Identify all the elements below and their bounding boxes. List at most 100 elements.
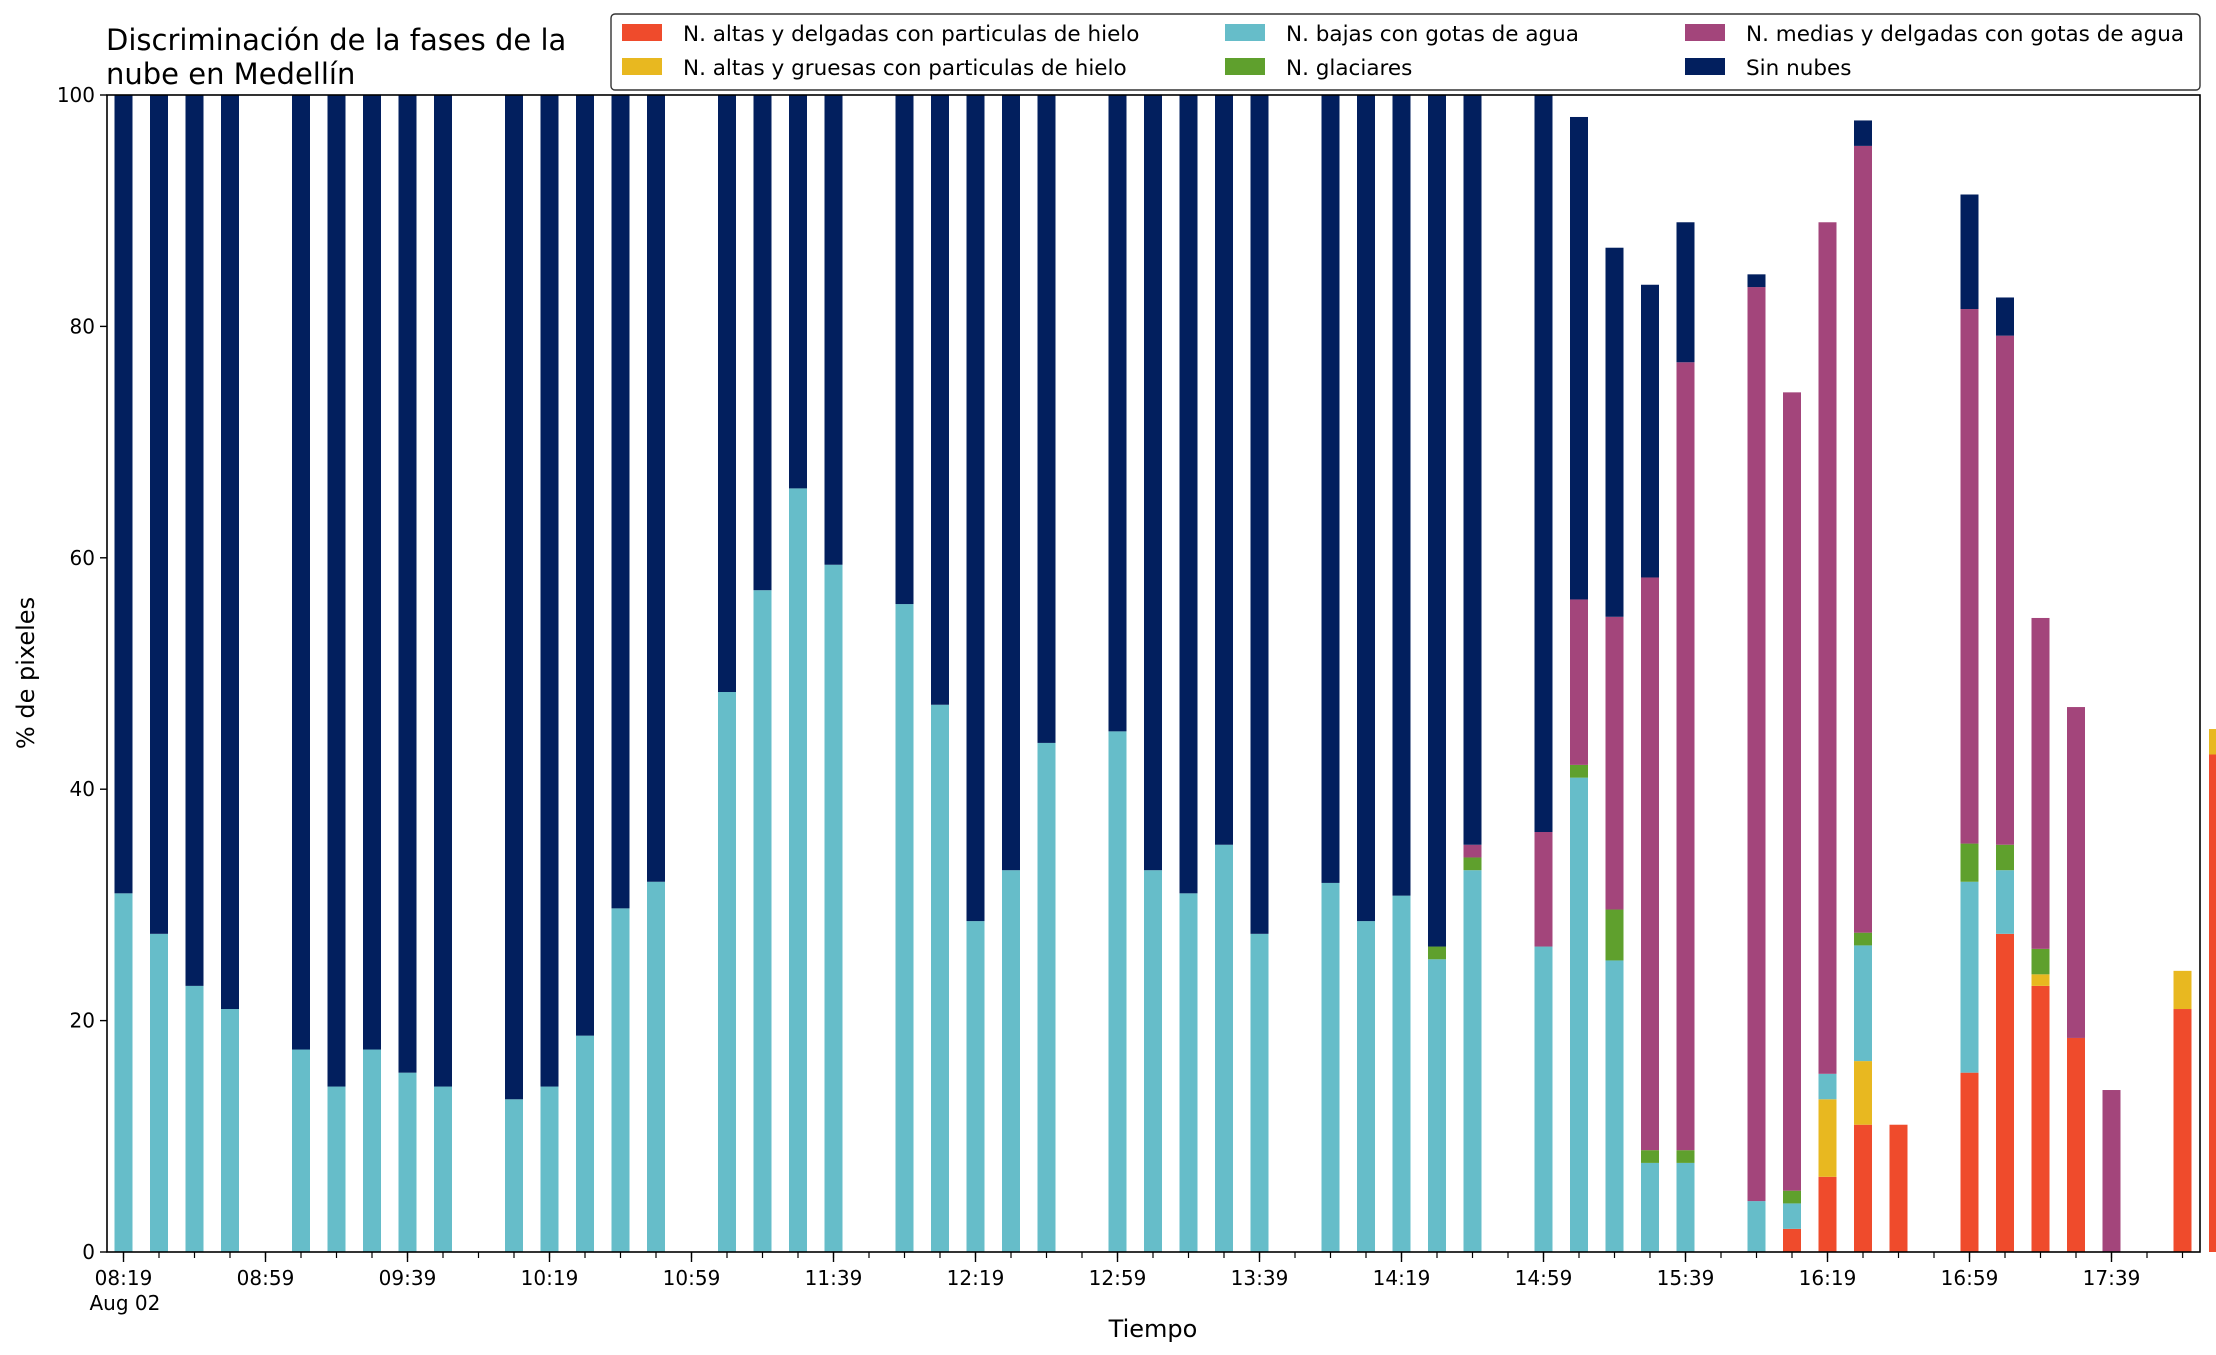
x-tick-label: 12:19 (947, 1266, 1005, 1290)
bar-segment-medias_agua (1570, 599, 1588, 765)
bar-segment-hielo_delgadas (2173, 1009, 2192, 1252)
bar-segment-medias_agua (1747, 287, 1766, 1202)
bar-segment-sin_nubes (1605, 247, 1624, 617)
bar-segment-bajas_agua (718, 692, 736, 1252)
bar-segment-sin_nubes (1676, 222, 1695, 363)
bar-segment-medias_agua (1605, 616, 1624, 910)
bar-segment-medias_agua (2102, 1090, 2121, 1252)
bar-segment-hielo_delgadas (1996, 933, 2014, 1252)
bar-segment-sin_nubes (1108, 95, 1127, 732)
y-tick-label: 20 (70, 1009, 95, 1033)
bar-segment-sin_nubes (1428, 95, 1446, 947)
x-tick-label: 14:19 (1373, 1266, 1431, 1290)
chart-title: Discriminación de la fases de la nube en … (106, 23, 566, 91)
bar-segment-bajas_agua (1215, 844, 1233, 1252)
bar-segment-bajas_agua (540, 1086, 559, 1252)
bar-segment-sin_nubes (1570, 116, 1588, 600)
bar-segment-hielo_delgadas (1818, 1176, 1837, 1252)
bar-segment-hielo_gruesas (1818, 1099, 1837, 1177)
bar-segment-bajas_agua (327, 1086, 346, 1252)
legend-swatch-glaciares (1225, 58, 1265, 75)
bar-segment-bajas_agua (185, 985, 204, 1252)
bar-segment-medias_agua (1783, 392, 1801, 1191)
legend-label-medias_agua: N. medias y delgadas con gotas de agua (1746, 22, 2184, 47)
legend-swatch-bajas_agua (1225, 24, 1265, 41)
bar-segment-sin_nubes (1392, 95, 1411, 896)
bar-segment-bajas_agua (895, 604, 914, 1252)
x-tick-label: 11:39 (805, 1266, 863, 1290)
x-tick-sublabel: Aug 02 (90, 1291, 161, 1315)
legend-swatch-hielo_gruesas (622, 58, 662, 75)
bar-segment-hielo_delgadas (2209, 754, 2216, 1252)
bar-segment-sin_nubes (1179, 95, 1198, 894)
bar-segment-hielo_delgadas (1960, 1072, 1979, 1252)
x-axis-label: Tiempo (1108, 1315, 1198, 1343)
bar-segment-bajas_agua (647, 881, 665, 1252)
bar-segment-glaciares (1641, 1150, 1659, 1163)
bar-segment-bajas_agua (505, 1099, 523, 1252)
y-tick-label: 0 (82, 1240, 95, 1264)
bar-segment-medias_agua (1641, 577, 1659, 1151)
x-tick-label: 16:19 (1799, 1266, 1857, 1290)
x-tick-label: 08:19 (95, 1266, 153, 1290)
bar-segment-bajas_agua (1854, 945, 1872, 1062)
bar-segment-bajas_agua (1392, 895, 1411, 1252)
bar-segment-sin_nubes (150, 95, 168, 934)
bar-segment-bajas_agua (363, 1049, 381, 1252)
x-tick-label: 10:19 (521, 1266, 579, 1290)
bar-segment-glaciares (1463, 857, 1482, 871)
bar-segment-sin_nubes (1144, 95, 1162, 871)
bar-segment-hielo_gruesas (2031, 974, 2050, 986)
bar-segment-medias_agua (1676, 362, 1695, 1151)
bar-segment-sin_nubes (789, 95, 807, 489)
legend-label-hielo_gruesas: N. altas y gruesas con particulas de hie… (683, 56, 1127, 81)
bar-segment-glaciares (2031, 948, 2050, 975)
bar-segment-sin_nubes (1854, 120, 1872, 146)
bar-segment-bajas_agua (1534, 946, 1553, 1252)
bar-segment-sin_nubes (1960, 194, 1979, 310)
bar-segment-sin_nubes (398, 95, 417, 1073)
x-tick-label: 13:39 (1231, 1266, 1289, 1290)
bar-segment-glaciares (1783, 1190, 1801, 1204)
bar-segment-sin_nubes (363, 95, 381, 1050)
bar-segment-bajas_agua (1179, 893, 1198, 1252)
bar-segment-sin_nubes (185, 95, 204, 986)
bar-segment-glaciares (1996, 844, 2014, 871)
bar-segment-medias_agua (2067, 707, 2085, 1038)
bar-segment-sin_nubes (895, 95, 914, 605)
y-axis: 0 20 40 60 80 100 (57, 83, 107, 1264)
y-tick-label: 40 (70, 777, 95, 801)
bar-segment-sin_nubes (221, 95, 239, 1010)
bar-segment-bajas_agua (966, 921, 985, 1252)
bar-segment-medias_agua (1463, 844, 1482, 858)
bar-segment-bajas_agua (931, 704, 949, 1252)
bar-segment-sin_nubes (1534, 95, 1553, 833)
legend-swatch-medias_agua (1685, 24, 1725, 41)
bar-segment-bajas_agua (1144, 870, 1162, 1252)
bar-segment-glaciares (1428, 946, 1446, 960)
x-tick-label: 14:59 (1515, 1266, 1573, 1290)
bar-segment-bajas_agua (1037, 742, 1056, 1252)
bar-segment-sin_nubes (114, 95, 133, 894)
bar-segment-sin_nubes (611, 95, 630, 909)
bar-segment-bajas_agua (114, 893, 133, 1252)
bar-segment-glaciares (1605, 909, 1624, 961)
bar-segment-medias_agua (1818, 222, 1837, 1074)
bar-segment-sin_nubes (540, 95, 559, 1087)
legend-label-glaciares: N. glaciares (1286, 56, 1412, 81)
bar-segment-sin_nubes (434, 95, 452, 1087)
bar-segment-sin_nubes (1002, 95, 1020, 871)
bar-segment-bajas_agua (1108, 731, 1127, 1252)
bar-segment-hielo_delgadas (2031, 985, 2050, 1252)
bar-segment-bajas_agua (576, 1035, 594, 1252)
bar-segment-bajas_agua (789, 488, 807, 1252)
chart-title-line: Discriminación de la fases de la (106, 23, 566, 57)
bar-segment-bajas_agua (1321, 882, 1340, 1252)
bar-segment-bajas_agua (398, 1072, 417, 1252)
bar-segment-hielo_gruesas (2209, 729, 2216, 755)
bar-segment-sin_nubes (1996, 297, 2014, 336)
bar-segment-sin_nubes (1463, 95, 1482, 845)
bar-segment-sin_nubes (576, 95, 594, 1036)
x-tick-label: 10:59 (663, 1266, 721, 1290)
